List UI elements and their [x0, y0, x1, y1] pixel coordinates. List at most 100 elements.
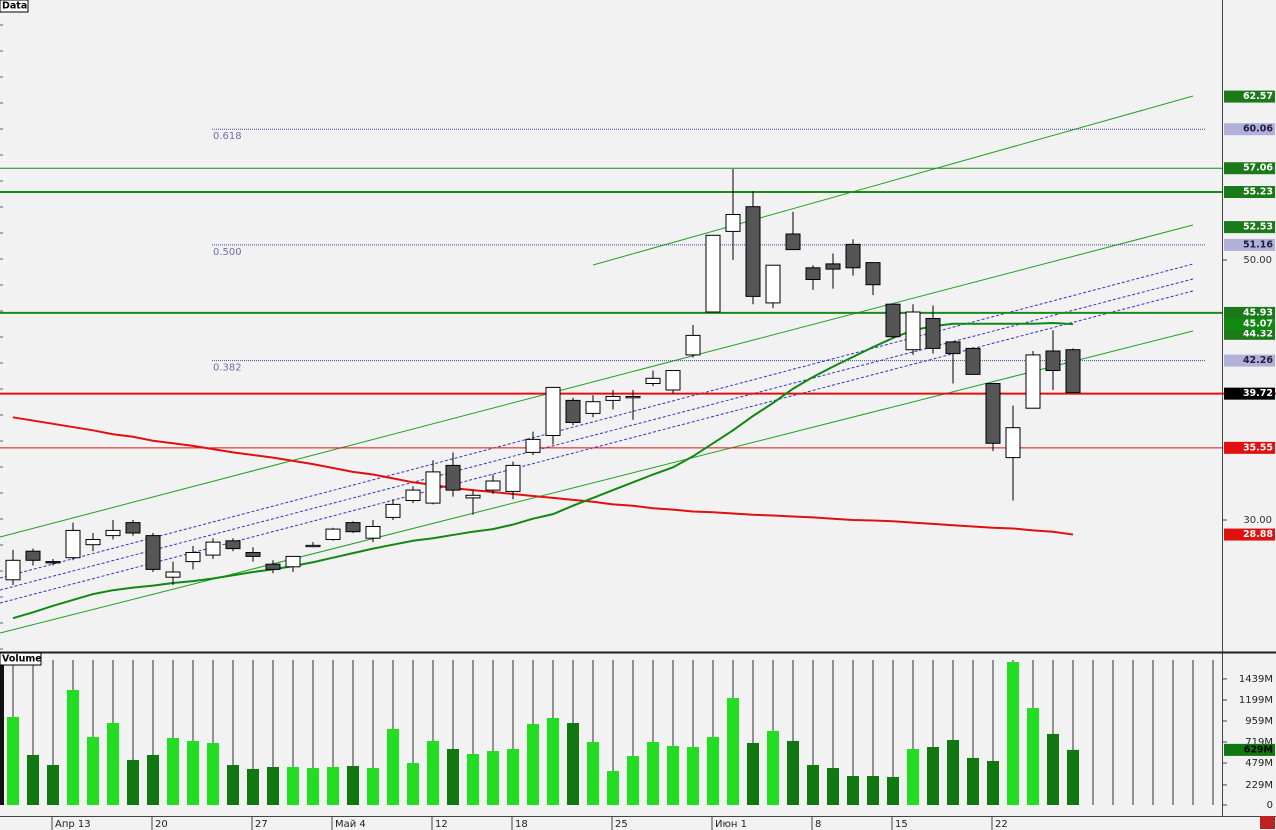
- level-box: [1224, 238, 1275, 251]
- volume-bar: [867, 776, 879, 805]
- volume-bar: [447, 749, 459, 805]
- candle-body: [185, 552, 201, 563]
- volume-bar: [27, 754, 39, 805]
- x-tick-label: Май 4: [335, 819, 366, 830]
- volume-bar: [687, 747, 699, 805]
- volume-bar: [847, 776, 859, 805]
- candle-body: [465, 494, 481, 499]
- candle-body: [665, 370, 681, 391]
- volume-bar: [227, 764, 239, 805]
- level-label: 35.55: [1243, 442, 1273, 453]
- x-tick-label: 22: [995, 819, 1008, 830]
- candle-body: [1045, 350, 1061, 371]
- panel-title-box: [0, 0, 29, 13]
- trendline: [0, 290, 1194, 604]
- volume-bar: [1027, 708, 1039, 805]
- candle-body: [385, 503, 401, 518]
- volume-bar: [487, 751, 499, 805]
- level-label: 60.06: [1243, 124, 1273, 135]
- level-box: [1224, 186, 1275, 199]
- volume-bar: [1007, 662, 1019, 805]
- y-tick-label: 50.00: [1243, 255, 1272, 266]
- candle-body: [745, 206, 761, 297]
- candle-body: [805, 267, 821, 280]
- y-tick-label: 229M: [1245, 780, 1273, 791]
- candle-body: [825, 263, 841, 270]
- x-tick-label: 12: [435, 819, 448, 830]
- volume-label: 629M: [1244, 744, 1273, 755]
- level-box: [1224, 387, 1275, 400]
- volume-bar: [187, 740, 199, 805]
- x-tick-label: 18: [515, 819, 528, 830]
- candle-body: [165, 571, 181, 578]
- level-box: [1224, 354, 1275, 367]
- candle-body: [325, 528, 341, 540]
- y-tick-label: 959M: [1245, 716, 1273, 727]
- volume-bar: [587, 742, 599, 805]
- candle-body: [585, 401, 601, 414]
- candle-body: [365, 526, 381, 539]
- fib-label: 0.500: [213, 247, 242, 258]
- volume-bar: [807, 764, 819, 805]
- levels: 0.618 0.500 0.382: [0, 128, 1276, 449]
- volume-bar: [267, 766, 279, 805]
- axes: 50.00 30.00 62.57 60.06 57.06 55.23 52.53 51.16…: [0, 24, 1275, 830]
- panel-title: Volume: [2, 654, 42, 665]
- volume-bar: [367, 768, 379, 805]
- candle-body: [1065, 349, 1081, 394]
- level-label: 52.53: [1243, 222, 1273, 233]
- volume-bar: [887, 776, 899, 805]
- volume-bar: [667, 745, 679, 805]
- candle-body: [645, 377, 661, 384]
- candle-body: [705, 234, 721, 313]
- candle-body: [405, 489, 421, 502]
- volume-bar: [327, 766, 339, 805]
- volume-bar: [347, 766, 359, 805]
- level-label: 44.32: [1243, 328, 1273, 339]
- fib-label: 0.382: [213, 363, 242, 374]
- volume-bar: [307, 768, 319, 805]
- volume-bar: [907, 749, 919, 805]
- volume-bar: [167, 737, 179, 805]
- volume-bar: [1047, 733, 1059, 805]
- volume-bar: [947, 739, 959, 805]
- level-label: 45.93: [1243, 307, 1273, 318]
- level-box: [1224, 221, 1275, 234]
- panel-title-box: [0, 652, 42, 666]
- level-label: 28.88: [1243, 529, 1273, 540]
- level-label: 45.07: [1243, 319, 1273, 330]
- moving-average: [12, 416, 1074, 536]
- volume-bar: [407, 763, 419, 805]
- level-box: [1224, 528, 1275, 541]
- candle-body: [545, 386, 561, 436]
- volume-edge: [0, 665, 4, 805]
- y-tick-label: 719M: [1245, 737, 1273, 748]
- level-box: [1224, 441, 1275, 454]
- candle-body: [5, 559, 21, 581]
- candle-body: [425, 471, 441, 504]
- trendline: [0, 278, 1194, 591]
- candle-body: [145, 535, 161, 570]
- volume-bar: [7, 716, 19, 805]
- volume-bar: [507, 749, 519, 805]
- candle-body: [265, 563, 281, 570]
- trendline: [0, 330, 1194, 634]
- candle-body: [885, 303, 901, 338]
- volume-bar: [827, 768, 839, 805]
- candle-body: [285, 555, 301, 568]
- candle-body: [985, 383, 1001, 444]
- level-label: 62.57: [1243, 91, 1273, 102]
- candle-body: [345, 522, 361, 533]
- volume-bar: [87, 737, 99, 805]
- candle-body: [965, 347, 981, 375]
- volume-bars: [0, 660, 1214, 805]
- volume-bar: [987, 761, 999, 805]
- volume-bar: [727, 698, 739, 805]
- y-tick-label: 1439M: [1239, 674, 1273, 685]
- candle-body: [565, 399, 581, 423]
- candle-body: [485, 480, 501, 491]
- scroll-button[interactable]: [1260, 816, 1275, 829]
- candle-body: [25, 550, 41, 561]
- volume-bar: [567, 722, 579, 805]
